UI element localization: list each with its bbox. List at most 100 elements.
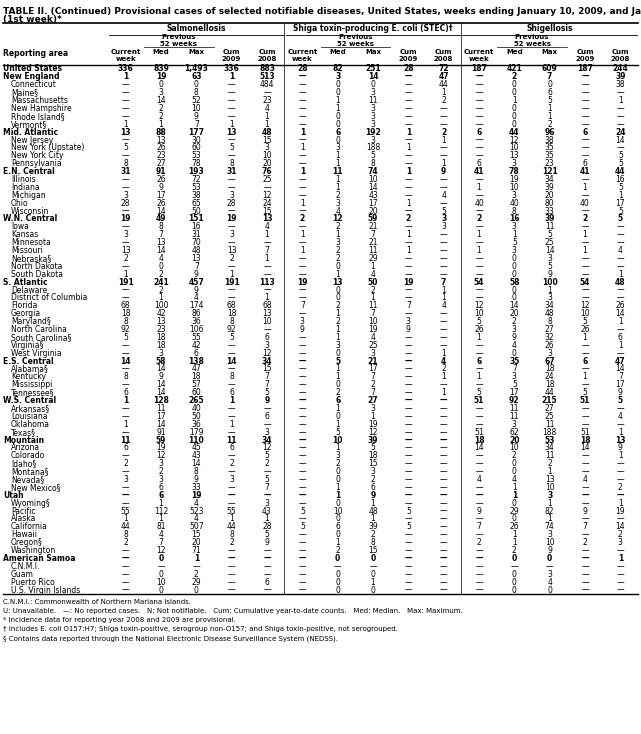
Text: —: — (122, 491, 129, 500)
Text: 193: 193 (188, 167, 204, 176)
Text: —: — (404, 262, 412, 271)
Text: 1: 1 (441, 388, 446, 397)
Text: —: — (404, 530, 412, 539)
Text: —: — (581, 404, 589, 413)
Text: 1: 1 (441, 294, 446, 302)
Text: 0: 0 (335, 136, 340, 145)
Text: 1: 1 (265, 120, 269, 128)
Text: —: — (299, 175, 306, 184)
Text: —: — (404, 435, 412, 445)
Text: 9: 9 (265, 538, 269, 547)
Text: † Includes E. coli O157:H7; Shiga toxin-positive, serogroup non-O157; and Shiga : † Includes E. coli O157:H7; Shiga toxin-… (3, 626, 398, 632)
Text: 11: 11 (226, 435, 237, 445)
Text: 0: 0 (335, 554, 340, 563)
Text: 1: 1 (547, 112, 552, 121)
Text: —: — (617, 325, 624, 334)
Text: 3: 3 (512, 159, 517, 168)
Text: —: — (475, 341, 483, 350)
Text: 10: 10 (156, 578, 166, 586)
Text: Hawaii: Hawaii (11, 530, 37, 539)
Text: 128: 128 (153, 396, 169, 405)
Text: 0: 0 (335, 80, 340, 90)
Text: 7: 7 (583, 523, 587, 531)
Text: 26: 26 (156, 175, 166, 184)
Text: 70: 70 (192, 238, 201, 247)
Text: —: — (299, 530, 306, 539)
Text: TABLE II. (Continued) Provisional cases of selected notifiable diseases, United : TABLE II. (Continued) Provisional cases … (3, 7, 641, 16)
Text: —: — (581, 175, 589, 184)
Text: —: — (404, 136, 412, 145)
Text: 0: 0 (158, 554, 163, 563)
Text: —: — (263, 570, 271, 579)
Text: Washington: Washington (11, 546, 56, 555)
Text: 41: 41 (474, 167, 484, 176)
Text: 0: 0 (512, 80, 517, 90)
Text: 7: 7 (158, 230, 163, 239)
Text: —: — (440, 443, 447, 452)
Text: 48: 48 (368, 506, 378, 515)
Text: 112: 112 (154, 506, 168, 515)
Text: —: — (475, 191, 483, 200)
Text: —: — (440, 467, 447, 476)
Text: 523: 523 (189, 506, 204, 515)
Text: —: — (122, 428, 129, 437)
Text: —: — (475, 451, 483, 460)
Text: —: — (228, 467, 235, 476)
Text: —: — (299, 459, 306, 468)
Text: 68: 68 (227, 302, 237, 310)
Text: 16: 16 (192, 222, 201, 231)
Text: 1: 1 (618, 451, 622, 460)
Text: Iowa: Iowa (11, 222, 29, 231)
Text: Kansas: Kansas (11, 230, 38, 239)
Text: 9: 9 (158, 183, 163, 192)
Text: 39: 39 (545, 183, 554, 192)
Text: 8: 8 (547, 317, 552, 326)
Text: 1: 1 (583, 183, 587, 192)
Text: 1: 1 (547, 515, 552, 523)
Text: 2: 2 (335, 222, 340, 231)
Text: 0: 0 (370, 570, 376, 579)
Text: 5: 5 (547, 262, 552, 271)
Text: 151: 151 (188, 214, 204, 223)
Text: 78: 78 (509, 167, 520, 176)
Text: —: — (263, 586, 271, 595)
Text: 19: 19 (156, 73, 166, 81)
Text: 27: 27 (545, 404, 554, 413)
Text: —: — (299, 380, 306, 389)
Text: —: — (617, 570, 624, 579)
Text: 19: 19 (403, 277, 413, 286)
Text: § Contains data reported through the National Electronic Disease Surveillance Sy: § Contains data reported through the Nat… (3, 635, 338, 642)
Text: 40: 40 (510, 199, 519, 208)
Text: 0: 0 (194, 586, 199, 595)
Text: 17: 17 (368, 365, 378, 374)
Text: 11: 11 (368, 246, 378, 255)
Text: —: — (404, 73, 412, 81)
Text: 3: 3 (265, 143, 269, 153)
Text: 421: 421 (506, 65, 522, 73)
Text: —: — (440, 104, 447, 113)
Text: 17: 17 (368, 199, 378, 208)
Text: —: — (299, 159, 306, 168)
Text: 27: 27 (368, 396, 378, 405)
Text: 34: 34 (545, 175, 554, 184)
Text: 16: 16 (615, 175, 625, 184)
Text: Med: Med (329, 49, 346, 55)
Text: 7: 7 (194, 120, 199, 128)
Text: —: — (228, 175, 235, 184)
Text: —: — (299, 254, 306, 263)
Text: 53: 53 (544, 435, 555, 445)
Text: 3: 3 (158, 88, 163, 97)
Text: —: — (192, 562, 200, 571)
Text: 45: 45 (192, 443, 201, 452)
Text: North Dakota: North Dakota (11, 262, 62, 271)
Text: —: — (581, 136, 589, 145)
Text: 9: 9 (547, 269, 552, 279)
Text: 1: 1 (123, 420, 128, 429)
Text: —: — (263, 88, 271, 97)
Text: 1: 1 (123, 269, 128, 279)
Text: —: — (228, 96, 235, 105)
Text: 1: 1 (618, 96, 622, 105)
Text: —: — (263, 269, 271, 279)
Text: —: — (122, 365, 129, 374)
Text: 2: 2 (512, 546, 517, 555)
